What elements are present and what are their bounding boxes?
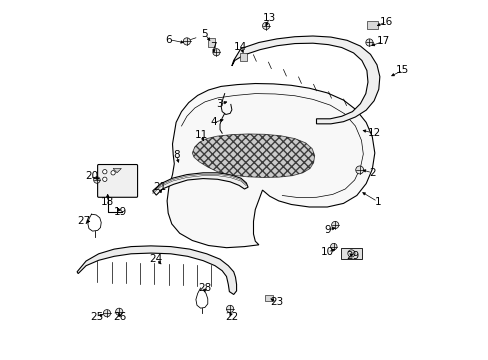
Text: 24: 24 (149, 254, 163, 264)
Text: 18: 18 (101, 197, 114, 207)
Circle shape (103, 310, 110, 317)
Text: 6: 6 (165, 35, 172, 45)
Polygon shape (113, 168, 121, 173)
Circle shape (212, 49, 220, 56)
Text: 9: 9 (324, 225, 330, 235)
Text: 5: 5 (201, 29, 208, 39)
Text: 19: 19 (113, 207, 127, 217)
Polygon shape (192, 134, 314, 177)
Polygon shape (152, 173, 247, 195)
Circle shape (226, 305, 233, 312)
Text: 8: 8 (172, 150, 179, 160)
Polygon shape (167, 84, 374, 248)
Circle shape (331, 221, 338, 229)
Text: 16: 16 (379, 17, 392, 27)
Circle shape (183, 38, 190, 45)
Bar (265, 295, 272, 301)
Text: 10: 10 (320, 247, 333, 257)
Text: 27: 27 (78, 216, 91, 226)
Text: 20: 20 (85, 171, 98, 181)
Text: 28: 28 (198, 283, 211, 293)
Circle shape (102, 177, 107, 181)
Circle shape (262, 22, 269, 30)
Bar (208, 38, 215, 47)
Text: 15: 15 (395, 65, 408, 75)
Text: 3: 3 (216, 99, 222, 109)
Polygon shape (77, 246, 236, 294)
Text: 21: 21 (153, 182, 166, 192)
Text: 11: 11 (194, 130, 207, 140)
Circle shape (102, 170, 107, 174)
Bar (239, 53, 246, 61)
Circle shape (355, 166, 363, 174)
Text: 25: 25 (90, 312, 103, 322)
Bar (340, 248, 361, 259)
Circle shape (115, 308, 122, 315)
Bar (366, 21, 377, 29)
Circle shape (94, 177, 100, 183)
Text: 23: 23 (270, 297, 283, 307)
Circle shape (365, 39, 372, 46)
Text: 2: 2 (368, 168, 375, 178)
Circle shape (330, 243, 336, 250)
Text: 14: 14 (234, 42, 247, 52)
Text: 4: 4 (210, 117, 217, 127)
Circle shape (111, 171, 115, 175)
Text: 13: 13 (263, 13, 276, 23)
Text: 26: 26 (113, 312, 127, 322)
Text: 7: 7 (210, 42, 217, 52)
Text: 1: 1 (374, 197, 380, 207)
FancyBboxPatch shape (98, 165, 137, 197)
Text: 29: 29 (345, 251, 358, 261)
Text: 17: 17 (376, 36, 389, 46)
Text: 12: 12 (366, 128, 380, 138)
Text: 22: 22 (225, 312, 238, 322)
Polygon shape (231, 36, 379, 124)
